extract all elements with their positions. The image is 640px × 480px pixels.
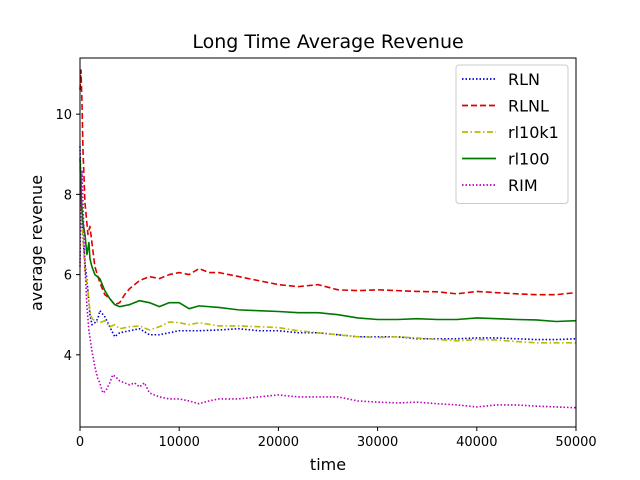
x-axis: 0 10000 20000 30000 40000 50000	[76, 427, 597, 450]
legend-label-rl100: rl100	[508, 150, 550, 169]
legend-label-rlnl: RLNL	[508, 97, 549, 116]
legend-box	[455, 64, 569, 204]
y-axis: 4 6 8 10	[55, 108, 80, 364]
y-tick-label: 6	[64, 269, 72, 284]
x-tick-label: 40000	[456, 435, 497, 450]
plot-frame	[79, 57, 577, 428]
plot-lines	[79, 69, 577, 409]
y-axis-label: average revenue	[27, 175, 46, 311]
x-tick-label: 20000	[258, 435, 299, 450]
chart-title: Long Time Average Revenue	[192, 31, 463, 53]
y-tick-label: 10	[55, 108, 72, 123]
series-line-rlnl	[79, 69, 577, 306]
legend-label-rln: RLN	[508, 70, 540, 89]
y-tick-label: 4	[64, 349, 72, 364]
legend-label-rim: RIM	[508, 176, 538, 195]
series-line-rl100	[79, 158, 577, 323]
y-tick-label: 8	[64, 188, 72, 203]
legend: RLN RLNL rl10k1 rl100 RIM	[455, 64, 569, 204]
legend-label-rl10k1: rl10k1	[508, 123, 559, 142]
x-tick-label: 50000	[555, 435, 596, 450]
x-axis-label: time	[310, 455, 346, 474]
series-line-rl10k1	[79, 166, 576, 344]
series-line-rim	[79, 169, 577, 409]
x-tick-label: 10000	[159, 435, 200, 450]
x-tick-label: 0	[76, 435, 84, 450]
x-tick-label: 30000	[357, 435, 398, 450]
